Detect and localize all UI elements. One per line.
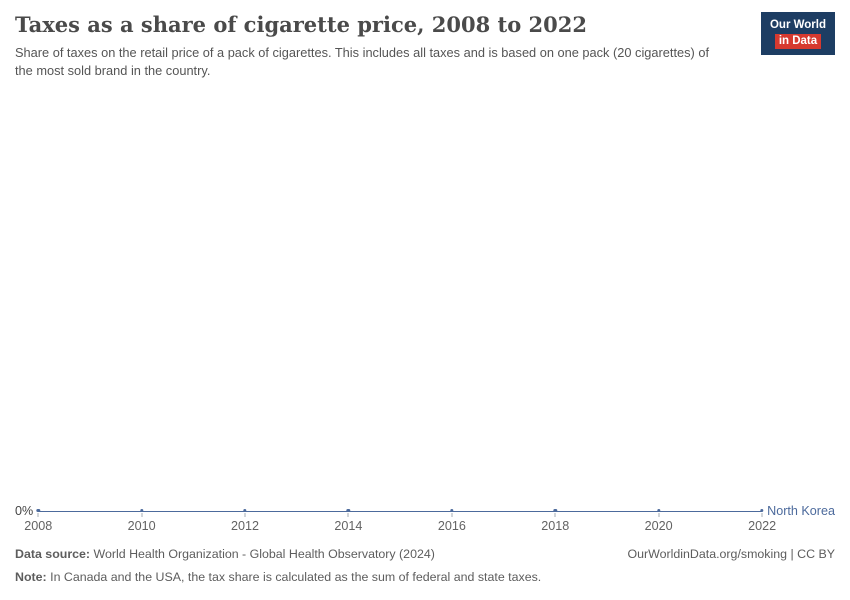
title-block: Taxes as a share of cigarette price, 200… (15, 12, 715, 79)
note-line: Note: In Canada and the USA, the tax sha… (15, 569, 835, 587)
owid-logo-line2: in Data (774, 33, 822, 49)
data-point-marker (656, 509, 661, 513)
y-axis-zero-label: 0% (15, 504, 34, 518)
data-point-marker (243, 509, 247, 513)
data-point-marker (346, 509, 351, 513)
chart-x-axis-row: 0% 2008 2010 2012 2014 2016 2018 2020 2022 Nort… (15, 504, 835, 533)
x-axis-tick (554, 512, 556, 517)
x-axis-tick (658, 512, 660, 517)
data-point-marker (139, 509, 144, 513)
chart-subtitle: Share of taxes on the retail price of a … (15, 45, 710, 78)
x-axis-tick (37, 512, 39, 517)
x-axis-tick (451, 512, 453, 517)
x-tick-label: 2020 (644, 518, 673, 533)
data-point-marker (553, 509, 557, 513)
data-source-label: Data source: (15, 547, 91, 562)
x-tick-label: 2008 (24, 518, 53, 533)
note-text: In Canada and the USA, the tax share is … (50, 570, 542, 585)
data-point-marker (36, 509, 40, 513)
plot-area (15, 100, 835, 504)
x-tick-label: 2014 (334, 518, 363, 533)
owid-link[interactable]: OurWorldinData.org/smoking | CC BY (627, 547, 835, 562)
owid-logo-line1: Our World (769, 19, 826, 31)
page-title: Taxes as a share of cigarette price, 200… (15, 12, 587, 37)
x-tick-label: 2012 (231, 518, 260, 533)
chart-footer: Data source: World Health Organization -… (15, 546, 835, 587)
chart-header: Taxes as a share of cigarette price, 200… (15, 12, 835, 79)
x-tick-label: 2018 (541, 518, 570, 533)
data-source-line: Data source: World Health Organization -… (15, 546, 435, 564)
x-axis-tick (347, 512, 349, 517)
note-label: Note: (15, 570, 47, 585)
x-tick-label: 2010 (127, 518, 156, 533)
x-axis-tick (761, 512, 763, 517)
owid-logo[interactable]: Our World in Data (760, 12, 835, 55)
x-axis-tick (244, 512, 246, 517)
data-point-marker (450, 509, 454, 513)
x-axis: 2008 2010 2012 2014 2016 2018 2020 2022 (24, 509, 776, 533)
x-axis-tick (141, 512, 143, 517)
x-tick-label: 2016 (437, 518, 466, 533)
x-tick-label: 2022 (748, 518, 777, 533)
series-label-north-korea[interactable]: North Korea (767, 504, 835, 518)
data-point-marker (760, 509, 764, 513)
data-source-text: World Health Organization - Global Healt… (93, 547, 435, 562)
